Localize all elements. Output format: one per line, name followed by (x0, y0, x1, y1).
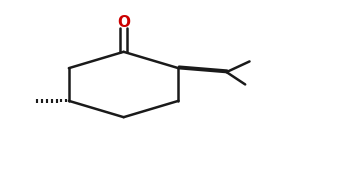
Text: O: O (117, 15, 130, 30)
